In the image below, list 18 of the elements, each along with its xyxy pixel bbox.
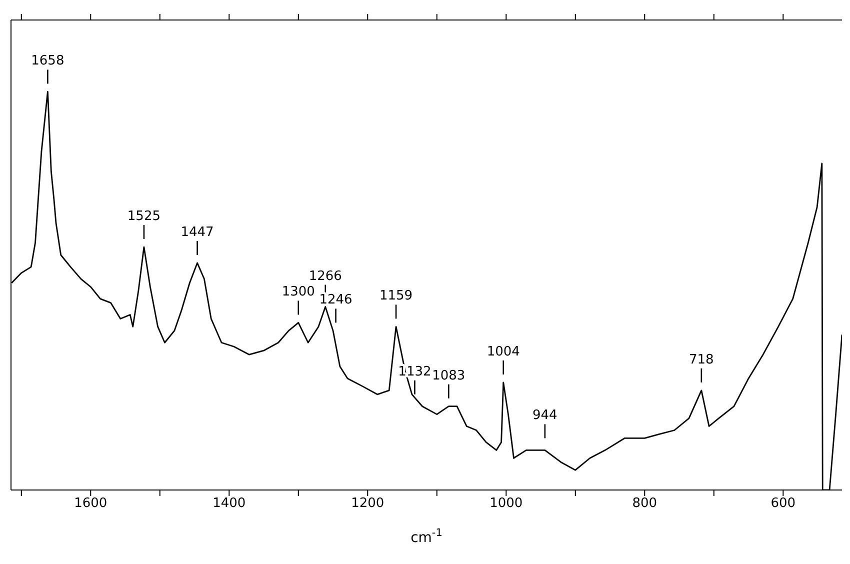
x-tick-label: 1600	[74, 496, 108, 512]
annotation: 1658	[31, 54, 64, 69]
annotation: 944	[532, 408, 558, 424]
annotation: 718	[689, 352, 714, 368]
annotation: 1083	[432, 368, 466, 384]
annotation: 1300	[282, 284, 315, 300]
annotation: 1159	[379, 288, 413, 304]
annotation: 1525	[127, 209, 161, 224]
annotation: 1266	[308, 268, 342, 284]
annotation: 1447	[180, 224, 214, 240]
annotation: 1246	[319, 292, 352, 308]
x-tick-label: 1400	[212, 496, 246, 512]
annotation: 1004	[486, 344, 520, 360]
x-tick-label: 600	[770, 496, 796, 512]
x-axis-title: cm$^{-1}$	[410, 527, 442, 546]
x-tick-label: 1200	[351, 496, 384, 512]
x-tick-label: 800	[632, 496, 658, 512]
x-tick-label: 1000	[490, 496, 523, 512]
